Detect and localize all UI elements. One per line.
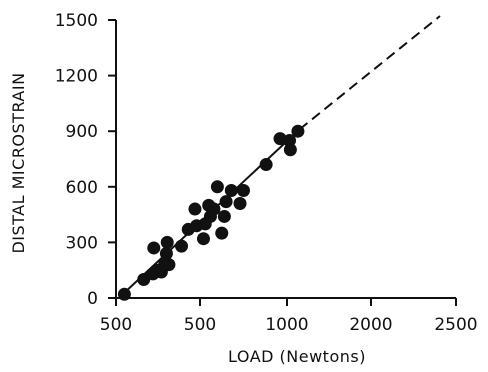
x-tick-label: 500 (100, 315, 132, 335)
data-point (224, 184, 238, 198)
data-point (196, 232, 210, 246)
y-tick-label: 300 (66, 233, 98, 253)
x-tick-label: 2500 (434, 315, 477, 335)
x-tick-label: 500 (184, 315, 216, 335)
data-point (217, 209, 231, 223)
data-point (207, 202, 221, 216)
x-tick-label: 1000 (265, 315, 308, 335)
y-tick-label: 0 (87, 289, 98, 309)
data-point (215, 226, 229, 240)
y-tick-label: 900 (66, 122, 98, 142)
data-point (237, 184, 250, 198)
fit-line-dashed (298, 15, 441, 131)
x-ticks: 500 500 1000 2000 2500 (100, 298, 478, 335)
data-point (159, 247, 173, 261)
data-points (117, 124, 305, 301)
data-point (175, 239, 189, 253)
data-point (291, 124, 305, 138)
x-axis-label: LOAD (Newtons) (228, 347, 366, 366)
data-point (283, 143, 297, 157)
data-point (219, 195, 233, 209)
y-axis-label: DISTAL MICROSTRAIN (9, 72, 28, 253)
data-point (210, 180, 224, 194)
data-point (233, 196, 247, 210)
y-tick-label: 600 (66, 178, 98, 198)
y-tick-label: 1200 (55, 67, 98, 87)
y-tick-label: 1500 (55, 11, 98, 31)
data-point (259, 158, 273, 172)
data-point (147, 241, 161, 255)
data-point (117, 287, 131, 301)
x-tick-label: 2000 (349, 315, 392, 335)
y-ticks: 0 300 600 900 1200 1500 (55, 11, 116, 309)
data-point (188, 202, 202, 216)
data-point (160, 235, 174, 249)
data-point (162, 258, 176, 272)
